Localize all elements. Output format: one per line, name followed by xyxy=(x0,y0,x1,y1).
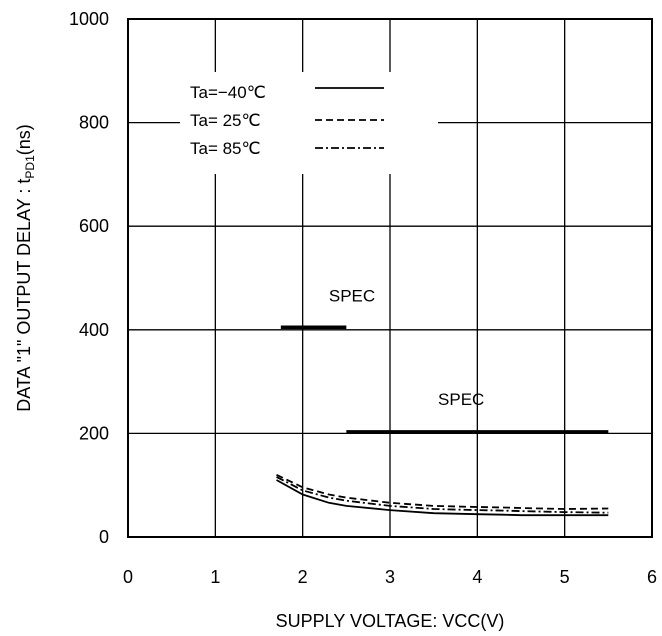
y-tick-label: 400 xyxy=(79,320,109,340)
x-tick-label: 2 xyxy=(298,567,308,587)
x-tick-label: 3 xyxy=(385,567,395,587)
y-tick-label: 800 xyxy=(79,113,109,133)
series-line xyxy=(276,473,609,510)
x-tick-label: 5 xyxy=(560,567,570,587)
legend-entry-label: Ta= 85℃ xyxy=(190,139,261,158)
tick-labels: 0 1 2 3 4 5 6 0 200 400 600 800 1000 xyxy=(69,9,657,587)
y-axis-label: DATA "1" OUTPUT DELAY : tPD1(ns) xyxy=(14,124,37,412)
x-axis-label: SUPPLY VOLTAGE: VCC(V) xyxy=(276,611,505,631)
legend: Ta=−40℃ Ta= 25℃ Ta= 85℃ xyxy=(180,72,438,174)
legend-entry-label: Ta= 25℃ xyxy=(190,111,261,130)
y-tick-label: 1000 xyxy=(69,9,109,29)
y-tick-label: 0 xyxy=(99,527,109,547)
x-tick-label: 1 xyxy=(210,567,220,587)
spec-label: SPEC xyxy=(438,390,484,409)
spec-limits: SPEC SPEC xyxy=(280,286,609,434)
series-line xyxy=(276,479,609,517)
data-series xyxy=(276,473,609,517)
y-axis-label-unit: (ns) xyxy=(14,124,34,155)
x-tick-label: 4 xyxy=(472,567,482,587)
legend-entry-label: Ta=−40℃ xyxy=(190,83,266,102)
legend-background xyxy=(180,72,438,174)
y-tick-label: 600 xyxy=(79,216,109,236)
series-line xyxy=(276,476,609,514)
x-tick-label: 6 xyxy=(647,567,657,587)
spec-label: SPEC xyxy=(329,286,375,305)
x-tick-label: 0 xyxy=(123,567,133,587)
y-axis-label-subscript: PD1 xyxy=(23,155,37,179)
y-axis-label-main: DATA "1" OUTPUT DELAY : t xyxy=(14,179,34,412)
y-tick-label: 200 xyxy=(79,423,109,443)
plot-area-frame xyxy=(127,18,653,538)
